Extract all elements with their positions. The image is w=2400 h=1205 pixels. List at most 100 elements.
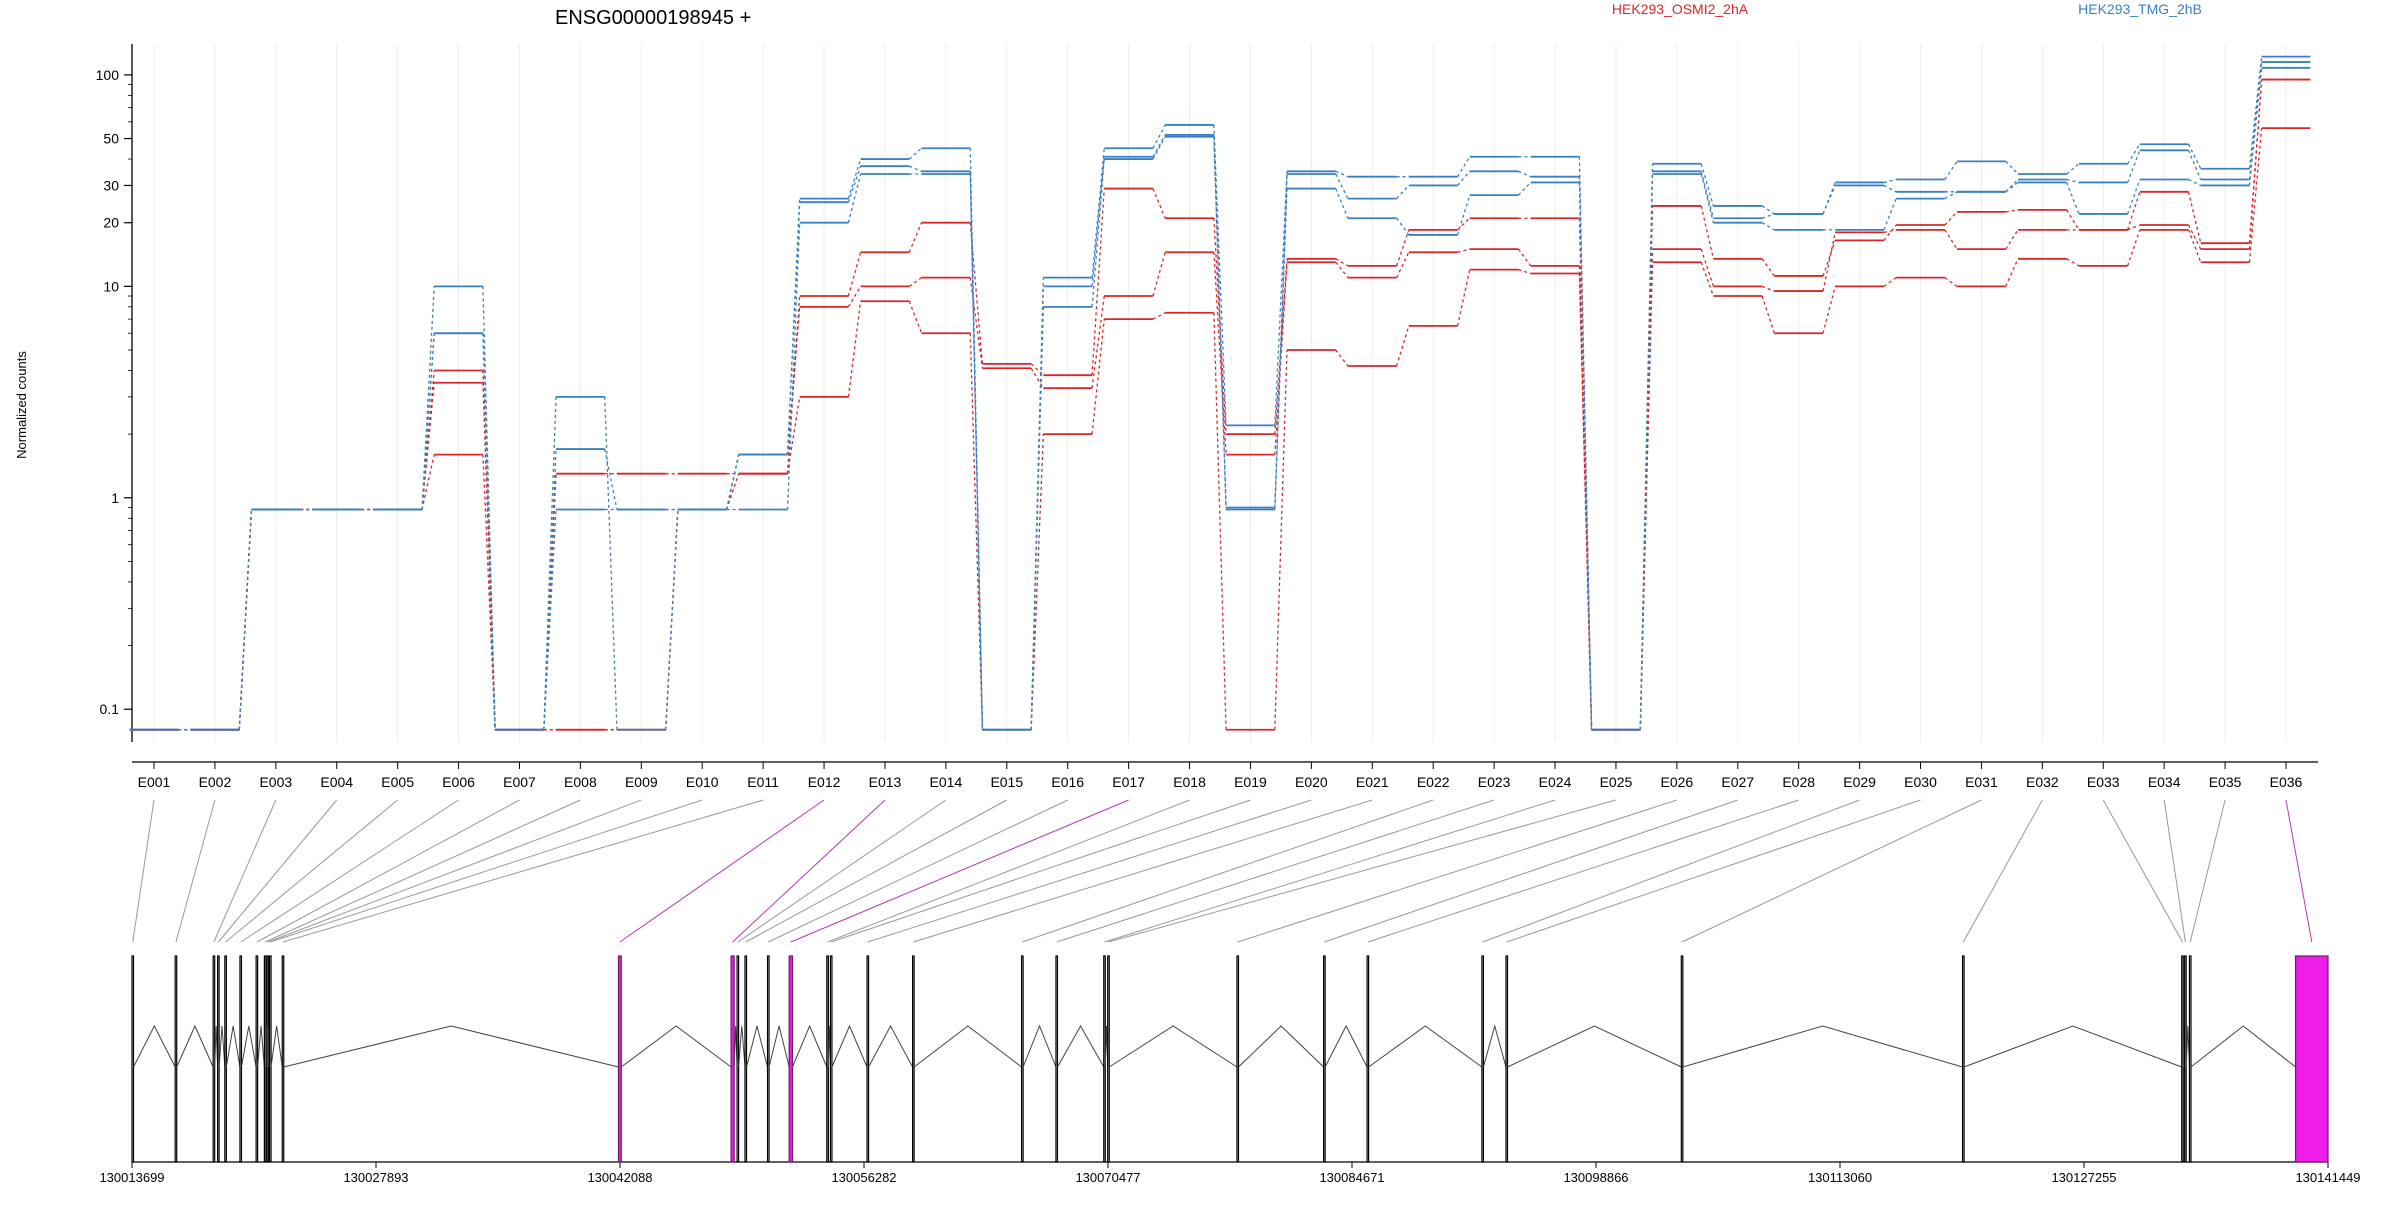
series-6-transition (543, 509, 557, 730)
x-tick-label-E028: E028 (1782, 774, 1815, 790)
exon-block-E034 (2184, 955, 2187, 1163)
x-tick-label-E027: E027 (1721, 774, 1754, 790)
connector-E027 (1324, 799, 1738, 943)
connector-E003 (213, 799, 277, 943)
series-2-transition (2248, 79, 2263, 250)
intron-E023 (1057, 1024, 1105, 1068)
x-tick-label-E022: E022 (1417, 774, 1450, 790)
legend: HEK293_OSMI2_2hA HEK293_TMG_2hB (1612, 1, 2202, 17)
x-tick-label-E005: E005 (381, 774, 414, 790)
series-2-transition (1517, 248, 1532, 267)
series-5-transition (786, 202, 801, 455)
x-tick-label-E010: E010 (686, 774, 719, 790)
series-4-transition (908, 147, 922, 160)
series-1-transition (2187, 191, 2202, 244)
x-tick-label-E024: E024 (1539, 774, 1572, 790)
y-tick-label-0.1: 0.1 (100, 701, 120, 717)
series-3-transition (1761, 295, 1775, 334)
connector-E017 (790, 799, 1129, 943)
series-6-transition (969, 173, 984, 730)
series-5-transition (1152, 134, 1166, 158)
series-1-transition (1335, 258, 1349, 267)
series-3-transition (2005, 258, 2019, 287)
series-5-transition (1091, 156, 1105, 287)
x-tick-label-E003: E003 (259, 774, 292, 790)
series-1-transition (1091, 188, 1105, 376)
exon-connector-lines (132, 799, 2313, 943)
series-1-transition (421, 370, 435, 510)
x-tick-label-E002: E002 (199, 774, 232, 790)
connector-E026 (1237, 799, 1678, 943)
series-6-transition (1944, 191, 1958, 200)
exon-block-E012 (617, 955, 622, 1163)
x-tick-label-E033: E033 (2087, 774, 2120, 790)
y-tick-label-1: 1 (111, 490, 119, 506)
connector-E031 (1681, 799, 1982, 943)
connector-E035 (2189, 799, 2226, 943)
intron-E017 (791, 1024, 828, 1068)
series-2 (129, 78, 2311, 731)
exon-block-E006 (239, 955, 243, 1163)
exon-block-E031 (1680, 955, 1684, 1163)
series-6-transition (482, 333, 496, 730)
intron-E011 (283, 1025, 619, 1068)
exon-block-E020 (866, 955, 870, 1163)
x-tick-label-E013: E013 (869, 774, 902, 790)
connector-E007 (256, 799, 520, 943)
series-2-transition (2187, 224, 2202, 250)
legend-entry-1: HEK293_OSMI2_2hA (1612, 1, 1749, 17)
series-6-transition (1091, 158, 1105, 307)
y-tick-label-100: 100 (96, 67, 120, 83)
exon-block-E026 (1236, 955, 1240, 1163)
connector-E024 (1104, 799, 1556, 943)
connector-E006 (240, 799, 459, 943)
x-tick-label-E035: E035 (2209, 774, 2242, 790)
series-2-transition (1335, 261, 1349, 278)
intron-E030 (1507, 1025, 1682, 1068)
x-tick-label-E036: E036 (2270, 774, 2303, 790)
series-1-transition (1213, 218, 1227, 435)
connector-E028 (1367, 799, 1799, 943)
series-3-transition (908, 301, 923, 334)
series-2-transition (1700, 248, 1715, 287)
series-1 (129, 78, 2311, 731)
series-6-transition (1578, 182, 1593, 730)
connector-E008 (264, 799, 581, 943)
x-tick-label-E031: E031 (1965, 774, 1998, 790)
exon-block-E035 (2188, 955, 2192, 1163)
series-5-transition (1761, 213, 1775, 219)
series-2-transition (1761, 285, 1775, 292)
series-1-transition (1274, 258, 1288, 435)
exon-block-E036 (2294, 955, 2329, 1163)
series-4-transition (482, 286, 496, 730)
x-tick-label-E004: E004 (320, 774, 353, 790)
exon-block-E001 (131, 955, 135, 1163)
series-6-transition (847, 173, 862, 223)
exon-block-E022 (1020, 955, 1024, 1163)
series-4-transition (604, 396, 618, 730)
intron-E026 (1238, 1025, 1324, 1068)
connector-E016 (768, 799, 1068, 943)
connector-E009 (267, 799, 642, 943)
x-tick-label-E018: E018 (1173, 774, 1206, 790)
x-tick-label-E017: E017 (1112, 774, 1145, 790)
series-5-transition (725, 454, 740, 510)
connector-E005 (225, 799, 398, 943)
exon-block-E023 (1055, 955, 1059, 1163)
series-6-transition (1152, 136, 1166, 160)
x-tick-label-E011: E011 (747, 774, 779, 790)
connector-E020 (867, 799, 1312, 943)
exon-block-E027 (1323, 955, 1326, 1163)
exon-block-E004 (217, 955, 220, 1163)
series-1-transition (908, 222, 923, 253)
series-6-transition (2188, 178, 2202, 187)
exon-block-E029 (1481, 955, 1485, 1163)
connector-E021 (913, 799, 1373, 943)
connector-E034 (2163, 799, 2186, 943)
genomic-tick-label-8: 130113060 (1808, 1170, 1872, 1185)
exon-block-E005 (224, 955, 227, 1163)
series-4-transition (1335, 170, 1349, 178)
series-3-transition (1518, 268, 1531, 275)
series-lines (129, 55, 2311, 731)
series-1-transition (2066, 209, 2080, 231)
